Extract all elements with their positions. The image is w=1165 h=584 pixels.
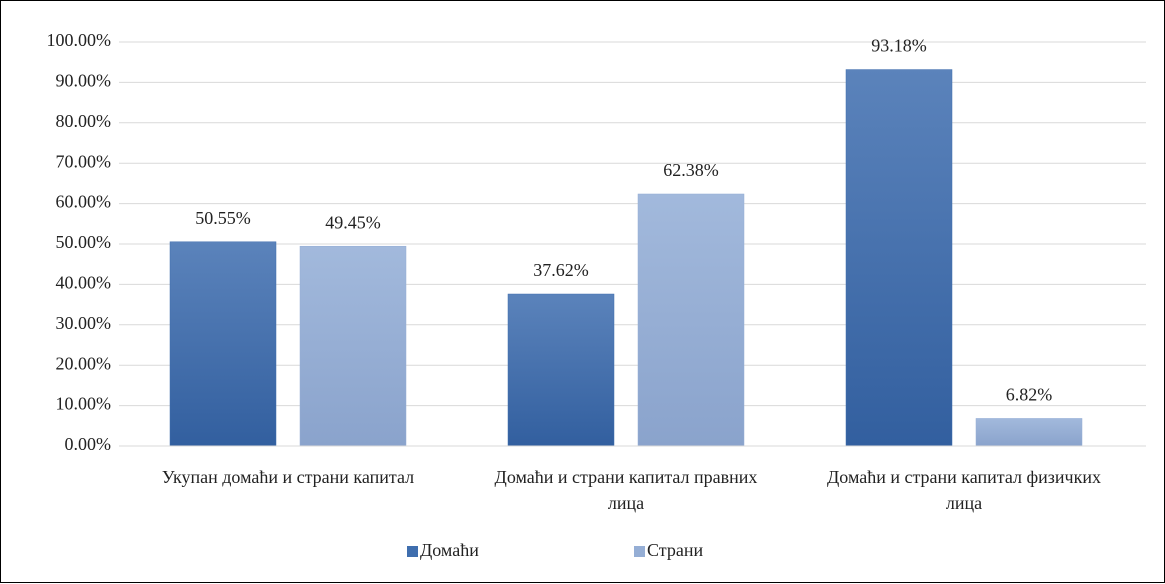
bar (975, 418, 1083, 447)
y-tick-label: 100.00% (47, 30, 112, 50)
y-tick-label: 30.00% (56, 313, 112, 333)
y-tick-label: 40.00% (56, 273, 112, 293)
y-tick-label: 70.00% (56, 151, 112, 171)
bar (845, 69, 953, 447)
y-tick-label: 80.00% (56, 111, 112, 131)
y-tick-label: 20.00% (56, 353, 112, 373)
y-tick-label: 50.00% (56, 232, 112, 252)
data-label: 50.55% (195, 208, 251, 228)
y-tick-label: 0.00% (65, 434, 112, 454)
x-tick-label: Укупан домаћи и страни капитал (161, 467, 415, 487)
y-tick-label: 60.00% (56, 192, 112, 212)
bar (169, 241, 277, 447)
legend-label: Домаћи (420, 540, 479, 560)
y-tick-label: 90.00% (56, 71, 112, 91)
x-tick-label: Домаћи и страни капитал правних лица (494, 467, 758, 513)
data-label: 49.45% (325, 212, 381, 232)
legend-swatch (407, 546, 418, 557)
data-label: 6.82% (1006, 385, 1053, 405)
bar (637, 193, 745, 447)
y-tick-label: 10.00% (56, 394, 112, 414)
x-tick-label: Домаћи и страни капитал физичких лица (827, 467, 1101, 513)
data-label: 62.38% (663, 160, 719, 180)
legend-label: Страни (647, 540, 703, 560)
data-label: 37.62% (533, 260, 589, 280)
data-label: 93.18% (871, 36, 927, 56)
bar (507, 293, 615, 447)
legend-swatch (634, 546, 645, 557)
bar (299, 245, 407, 447)
